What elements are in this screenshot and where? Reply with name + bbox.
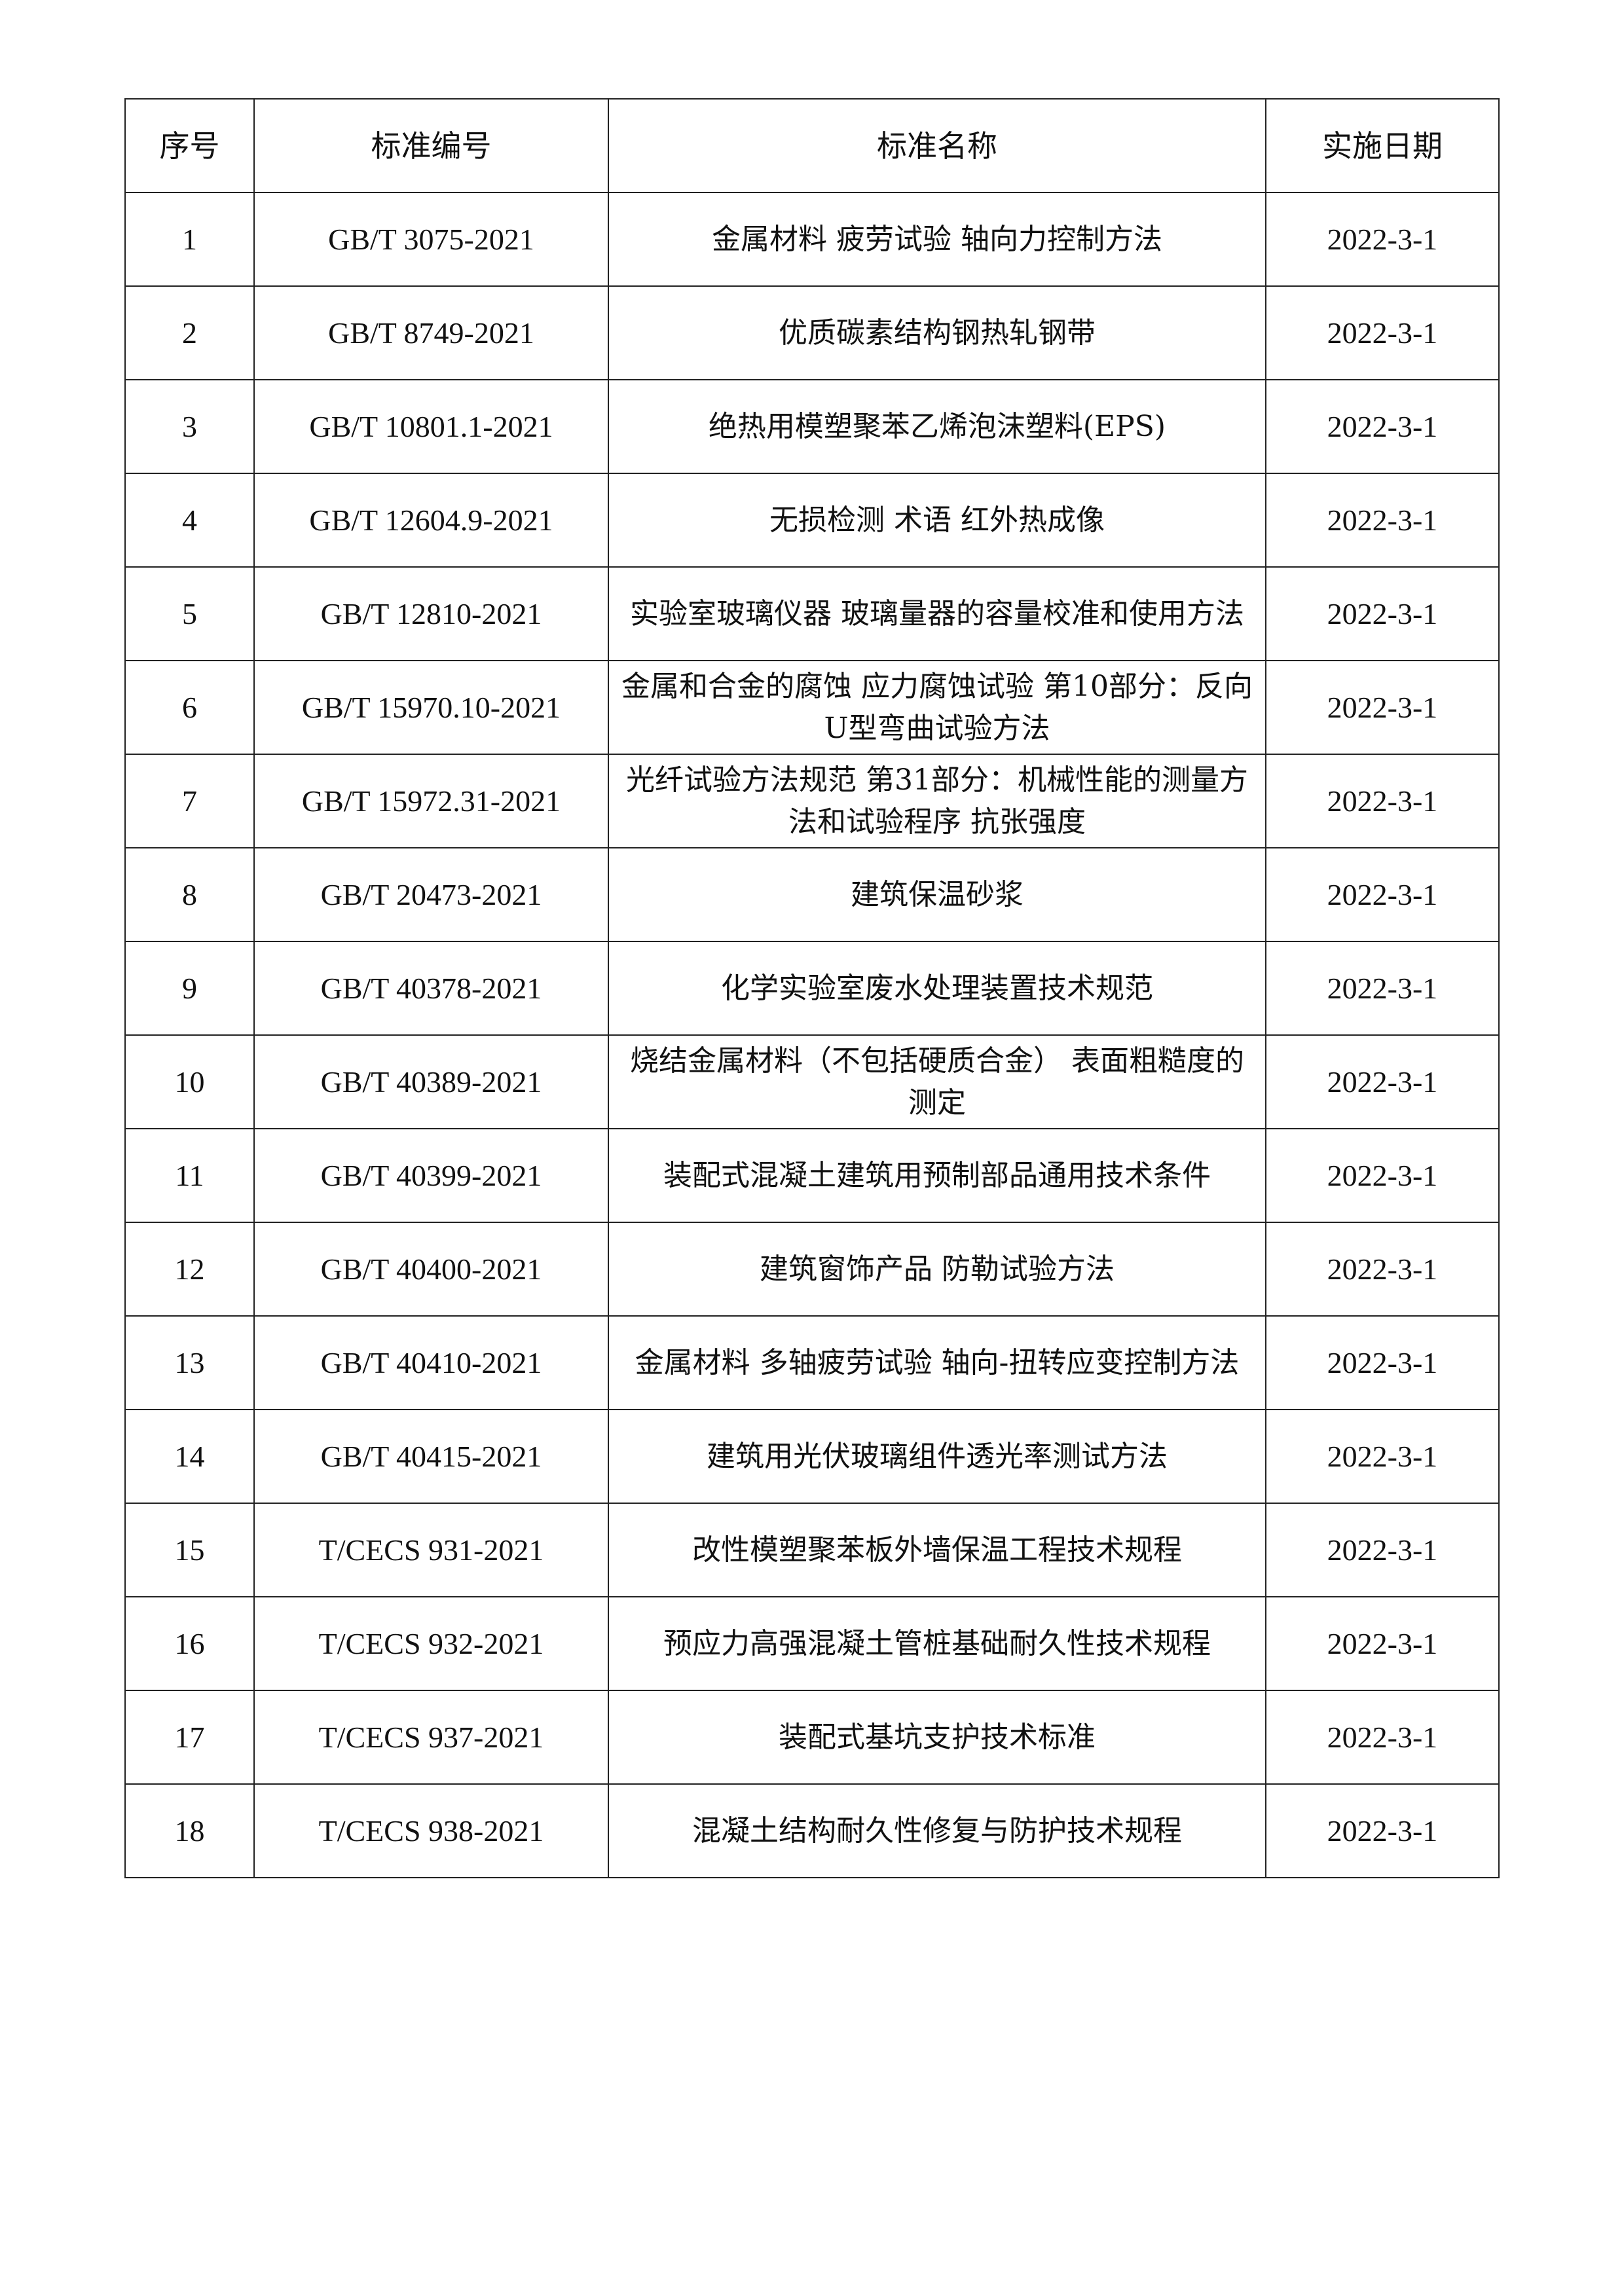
standard-name: 混凝土结构耐久性修复与防护技术规程 [608,1783,1266,1878]
table-row: 4 GB/T 12604.9-2021 无损检测 术语 红外热成像 2022-3-1 [124,473,1500,568]
standard-name: 光纤试验方法规范 第31部分：机械性能的测量方法和试验程序 抗张强度 [608,754,1266,848]
standard-code: T/CECS 937-2021 [253,1690,609,1785]
row-index: 6 [124,660,255,755]
standard-code: GB/T 20473-2021 [253,847,609,942]
standard-name: 装配式基坑支护技术标准 [608,1690,1266,1785]
table-row: 16 T/CECS 932-2021 预应力高强混凝土管桩基础耐久性技术规程 2022… [124,1596,1500,1691]
effective-date: 2022-3-1 [1265,1503,1500,1597]
row-index: 9 [124,941,255,1036]
table-row: 15 T/CECS 931-2021 改性模塑聚苯板外墙保温工程技术规程 2022-3… [124,1503,1500,1597]
effective-date: 2022-3-1 [1265,941,1500,1036]
effective-date: 2022-3-1 [1265,1409,1500,1504]
table-row: 8 GB/T 20473-2021 建筑保温砂浆 2022-3-1 [124,847,1500,942]
effective-date: 2022-3-1 [1265,1222,1500,1317]
standard-name: 建筑窗饰产品 防勒试验方法 [608,1222,1266,1317]
standard-code: GB/T 12810-2021 [253,566,609,661]
row-index: 2 [124,285,255,380]
standard-code: GB/T 40399-2021 [253,1128,609,1223]
effective-date: 2022-3-1 [1265,285,1500,380]
standard-code: GB/T 40378-2021 [253,941,609,1036]
standards-table: 序号 标准编号 标准名称 实施日期 1 GB/T 3075-2021 金属材料 疲劳… [124,98,1500,1878]
standard-name: 金属和合金的腐蚀 应力腐蚀试验 第10部分：反向U型弯曲试验方法 [608,660,1266,755]
standard-code: GB/T 3075-2021 [253,192,609,287]
row-index: 3 [124,379,255,474]
table-row: 6 GB/T 15970.10-2021 金属和合金的腐蚀 应力腐蚀试验 第10部分… [124,660,1500,755]
effective-date: 2022-3-1 [1265,1128,1500,1223]
standard-name: 金属材料 多轴疲劳试验 轴向-扭转应变控制方法 [608,1315,1266,1410]
effective-date: 2022-3-1 [1265,473,1500,568]
standard-code: GB/T 40410-2021 [253,1315,609,1410]
header-date: 实施日期 [1265,98,1500,193]
effective-date: 2022-3-1 [1265,379,1500,474]
table-row: 10 GB/T 40389-2021 烧结金属材料（不包括硬质合金） 表面粗糙度的测… [124,1034,1500,1129]
table-header-row: 序号 标准编号 标准名称 实施日期 [124,98,1500,193]
row-index: 17 [124,1690,255,1785]
row-index: 13 [124,1315,255,1410]
table-row: 1 GB/T 3075-2021 金属材料 疲劳试验 轴向力控制方法 2022-3-1 [124,192,1500,287]
table-row: 5 GB/T 12810-2021 实验室玻璃仪器 玻璃量器的容量校准和使用方法 20… [124,566,1500,661]
standard-code: GB/T 12604.9-2021 [253,473,609,568]
standard-name: 金属材料 疲劳试验 轴向力控制方法 [608,192,1266,287]
header-name: 标准名称 [608,98,1266,193]
standard-name: 预应力高强混凝土管桩基础耐久性技术规程 [608,1596,1266,1691]
standard-code: T/CECS 932-2021 [253,1596,609,1691]
standard-code: GB/T 40389-2021 [253,1034,609,1129]
effective-date: 2022-3-1 [1265,754,1500,848]
header-code: 标准编号 [253,98,609,193]
standard-name: 化学实验室废水处理装置技术规范 [608,941,1266,1036]
standard-code: GB/T 15972.31-2021 [253,754,609,848]
effective-date: 2022-3-1 [1265,1596,1500,1691]
effective-date: 2022-3-1 [1265,1690,1500,1785]
row-index: 5 [124,566,255,661]
row-index: 16 [124,1596,255,1691]
header-index: 序号 [124,98,255,193]
standard-name: 绝热用模塑聚苯乙烯泡沫塑料(EPS) [608,379,1266,474]
table-row: 17 T/CECS 937-2021 装配式基坑支护技术标准 2022-3-1 [124,1690,1500,1785]
effective-date: 2022-3-1 [1265,660,1500,755]
standard-code: GB/T 8749-2021 [253,285,609,380]
effective-date: 2022-3-1 [1265,192,1500,287]
row-index: 15 [124,1503,255,1597]
standard-code: GB/T 10801.1-2021 [253,379,609,474]
row-index: 18 [124,1783,255,1878]
effective-date: 2022-3-1 [1265,847,1500,942]
row-index: 4 [124,473,255,568]
standard-code: GB/T 40415-2021 [253,1409,609,1504]
standard-name: 建筑用光伏玻璃组件透光率测试方法 [608,1409,1266,1504]
standard-name: 装配式混凝土建筑用预制部品通用技术条件 [608,1128,1266,1223]
standard-name: 烧结金属材料（不包括硬质合金） 表面粗糙度的测定 [608,1034,1266,1129]
table-row: 11 GB/T 40399-2021 装配式混凝土建筑用预制部品通用技术条件 2022… [124,1128,1500,1223]
standard-name: 建筑保温砂浆 [608,847,1266,942]
effective-date: 2022-3-1 [1265,1315,1500,1410]
table-row: 3 GB/T 10801.1-2021 绝热用模塑聚苯乙烯泡沫塑料(EPS) 2022… [124,379,1500,474]
standard-name: 优质碳素结构钢热轧钢带 [608,285,1266,380]
standard-name: 无损检测 术语 红外热成像 [608,473,1266,568]
row-index: 10 [124,1034,255,1129]
row-index: 12 [124,1222,255,1317]
standard-code: GB/T 40400-2021 [253,1222,609,1317]
standard-code: T/CECS 931-2021 [253,1503,609,1597]
row-index: 11 [124,1128,255,1223]
table-row: 12 GB/T 40400-2021 建筑窗饰产品 防勒试验方法 2022-3-1 [124,1222,1500,1317]
standard-name: 改性模塑聚苯板外墙保温工程技术规程 [608,1503,1266,1597]
standard-code: GB/T 15970.10-2021 [253,660,609,755]
standard-code: T/CECS 938-2021 [253,1783,609,1878]
table-row: 13 GB/T 40410-2021 金属材料 多轴疲劳试验 轴向-扭转应变控制方法… [124,1315,1500,1410]
table-row: 2 GB/T 8749-2021 优质碳素结构钢热轧钢带 2022-3-1 [124,285,1500,380]
standard-name: 实验室玻璃仪器 玻璃量器的容量校准和使用方法 [608,566,1266,661]
effective-date: 2022-3-1 [1265,1783,1500,1878]
effective-date: 2022-3-1 [1265,1034,1500,1129]
row-index: 1 [124,192,255,287]
table-row: 7 GB/T 15972.31-2021 光纤试验方法规范 第31部分：机械性能的测… [124,754,1500,848]
row-index: 8 [124,847,255,942]
table-row: 14 GB/T 40415-2021 建筑用光伏玻璃组件透光率测试方法 2022-3-… [124,1409,1500,1504]
table-row: 18 T/CECS 938-2021 混凝土结构耐久性修复与防护技术规程 2022-3… [124,1783,1500,1878]
table-row: 9 GB/T 40378-2021 化学实验室废水处理装置技术规范 2022-3-1 [124,941,1500,1036]
row-index: 7 [124,754,255,848]
row-index: 14 [124,1409,255,1504]
effective-date: 2022-3-1 [1265,566,1500,661]
